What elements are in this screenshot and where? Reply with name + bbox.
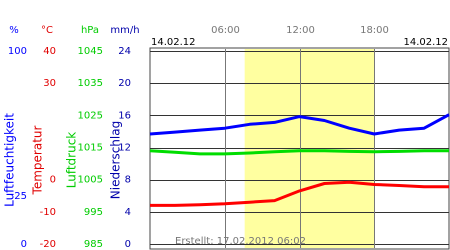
y-tick-label: 12 xyxy=(118,143,131,154)
y-tick-label: 25 xyxy=(14,191,27,202)
y-tick-label: 1035 xyxy=(78,78,103,89)
axis-title: Niederschlag xyxy=(109,121,123,199)
y-tick-label: 1015 xyxy=(78,143,103,154)
date-right: 14.02.12 xyxy=(403,37,448,48)
axis-title: Luftfeuchtigkeit xyxy=(3,113,17,207)
created-note: Erstellt: 17.02.2012 06:02 xyxy=(175,236,306,247)
y-tick-label: 1025 xyxy=(78,110,103,121)
y-tick-label: 20 xyxy=(118,78,131,89)
y-tick-label: 40 xyxy=(43,46,56,57)
y-tick-label: 8 xyxy=(125,175,131,186)
axis-unit: mm/h xyxy=(110,25,139,36)
axis-unit: °C xyxy=(41,25,53,36)
y-tick-label: 30 xyxy=(43,78,56,89)
axis-title: Luftdruck xyxy=(65,132,79,189)
axis-unit: % xyxy=(9,25,19,36)
y-tick-label: 1045 xyxy=(78,46,103,57)
y-tick-label: -20 xyxy=(40,239,56,250)
axis-unit: hPa xyxy=(81,25,99,36)
x-tick-label: 18:00 xyxy=(360,25,389,36)
y-tick-label: -10 xyxy=(40,207,56,218)
data-line xyxy=(149,149,449,156)
x-tick-label: 06:00 xyxy=(211,25,240,36)
y-tick-label: 0 xyxy=(21,239,27,250)
axis-title: Temperatur xyxy=(31,125,45,195)
y-tick-label: 24 xyxy=(118,46,131,57)
date-left: 14.02.12 xyxy=(151,37,196,48)
y-tick-label: 100 xyxy=(8,46,27,57)
y-tick-label: 0 xyxy=(50,175,56,186)
y-tick-label: 16 xyxy=(118,110,131,121)
y-tick-label: 985 xyxy=(84,239,103,250)
y-tick-label: 995 xyxy=(84,207,103,218)
y-tick-label: 4 xyxy=(125,207,131,218)
data-line xyxy=(150,180,449,207)
data-line xyxy=(149,113,450,136)
y-tick-label: 1005 xyxy=(78,175,103,186)
x-tick-label: 12:00 xyxy=(286,25,315,36)
y-tick-label: 0 xyxy=(125,239,131,250)
